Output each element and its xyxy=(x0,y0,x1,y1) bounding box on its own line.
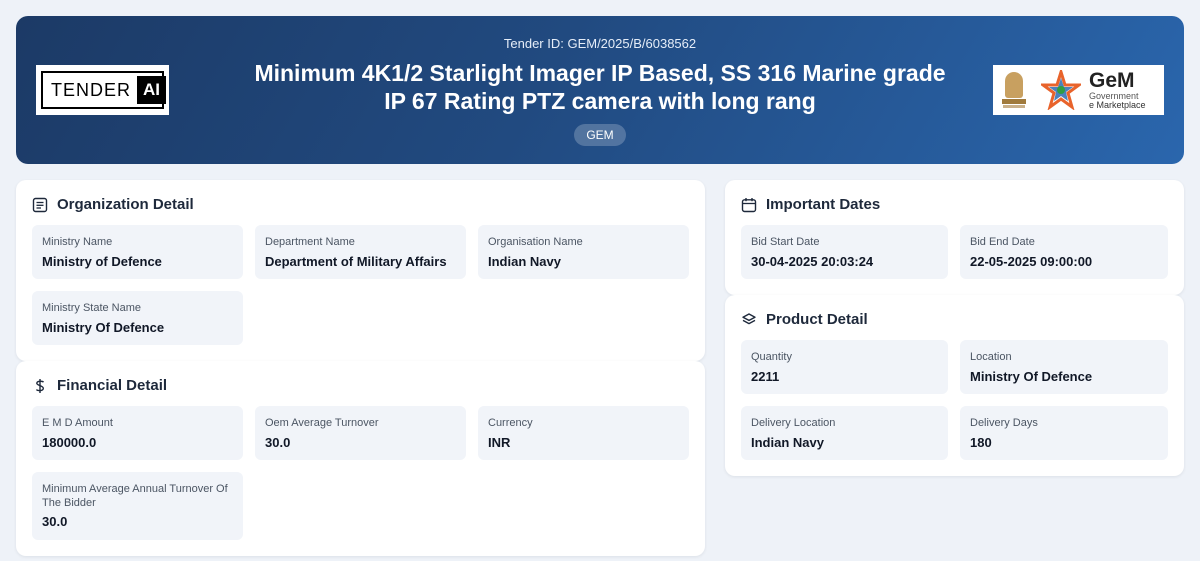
field-label: Ministry Name xyxy=(42,236,113,248)
field-value: 30.0 xyxy=(42,514,68,529)
field-label: Quantity xyxy=(751,351,792,363)
field-emd-amount: E M D Amount 180000.0 xyxy=(32,406,243,460)
important-dates-card: Important Dates Bid Start Date 30-04-202… xyxy=(725,180,1184,295)
gem-sub-2: e Marketplace xyxy=(1089,100,1146,110)
gem-name: GeM xyxy=(1089,69,1135,92)
field-currency: Currency INR xyxy=(478,406,689,460)
field-value: 30-04-2025 20:03:24 xyxy=(751,254,874,269)
field-bid-start-date: Bid Start Date 30-04-2025 20:03:24 xyxy=(741,225,948,279)
field-label: Organisation Name xyxy=(488,236,583,248)
header-center: Tender ID: GEM/2025/B/6038562 Minimum 4K… xyxy=(196,16,1004,146)
field-label: Delivery Location xyxy=(751,417,836,429)
field-ministry-name: Ministry Name Ministry of Defence xyxy=(32,225,243,279)
logo-word-tender: TENDER xyxy=(51,79,132,100)
field-label: Bid Start Date xyxy=(751,236,820,248)
financial-detail-heading: Financial Detail xyxy=(32,377,167,394)
field-delivery-days: Delivery Days 180 xyxy=(960,406,1168,460)
field-label: Ministry State Name xyxy=(42,302,142,314)
title-line-1: Minimum 4K1/2 Starlight Imager IP Based,… xyxy=(254,60,946,86)
field-value: Ministry of Defence xyxy=(42,254,162,269)
field-label: Minimum Average Annual Turnover Of The B… xyxy=(42,483,228,509)
important-dates-title: Important Dates xyxy=(766,196,881,213)
gem-star-icon xyxy=(1041,70,1081,110)
gem-wordmark: GeM Government e Marketplace xyxy=(1089,70,1146,110)
field-label: Currency xyxy=(488,417,533,429)
field-value: 30.0 xyxy=(265,435,291,450)
source-badge: GEM xyxy=(574,124,626,146)
field-minimum-average-annual-turnover: Minimum Average Annual Turnover Of The B… xyxy=(32,472,243,540)
product-detail-card: Product Detail Quantity 2211 Location Mi… xyxy=(725,295,1184,476)
field-value: INR xyxy=(488,435,511,450)
field-value: 180000.0 xyxy=(42,435,97,450)
field-label: Oem Average Turnover xyxy=(265,417,379,429)
gem-logo[interactable]: GeM Government e Marketplace xyxy=(993,65,1164,115)
field-label: Delivery Days xyxy=(970,417,1038,429)
field-value: Ministry Of Defence xyxy=(970,369,1093,384)
organization-detail-title: Organization Detail xyxy=(57,196,194,213)
field-quantity: Quantity 2211 xyxy=(741,340,948,394)
calendar-icon xyxy=(741,197,757,212)
product-detail-heading: Product Detail xyxy=(741,311,868,328)
dollar-icon xyxy=(35,378,45,393)
field-value: Department of Military Affairs xyxy=(265,254,447,269)
field-value: 180 xyxy=(970,435,992,450)
page-title: Minimum 4K1/2 Starlight Imager IP Based,… xyxy=(196,59,1004,115)
field-value: 2211 xyxy=(751,369,780,384)
field-value: 22-05-2025 09:00:00 xyxy=(970,254,1093,269)
organization-detail-heading: Organization Detail xyxy=(32,196,194,213)
gem-sub-1: Government xyxy=(1089,91,1139,101)
field-label: Department Name xyxy=(265,236,355,248)
field-value: Ministry Of Defence xyxy=(42,320,165,335)
field-organisation-name: Organisation Name Indian Navy xyxy=(478,225,689,279)
document-list-icon xyxy=(32,197,48,212)
important-dates-heading: Important Dates xyxy=(741,196,880,213)
field-label: Location xyxy=(970,351,1012,363)
tender-ai-logo[interactable]: TENDER AI xyxy=(36,65,169,115)
financial-detail-card: Financial Detail E M D Amount 180000.0 O… xyxy=(16,361,705,556)
field-delivery-location: Delivery Location Indian Navy xyxy=(741,406,948,460)
product-detail-title: Product Detail xyxy=(766,311,868,328)
national-emblem-icon xyxy=(999,70,1029,110)
tender-id: Tender ID: GEM/2025/B/6038562 xyxy=(503,36,697,51)
field-department-name: Department Name Department of Military A… xyxy=(255,225,466,279)
field-label: Bid End Date xyxy=(970,236,1035,248)
title-line-2: IP 67 Rating PTZ camera with long rang xyxy=(384,88,816,114)
layers-icon xyxy=(742,312,756,324)
field-location: Location Ministry Of Defence xyxy=(960,340,1168,394)
field-ministry-state-name: Ministry State Name Ministry Of Defence xyxy=(32,291,243,345)
field-value: Indian Navy xyxy=(751,435,824,450)
field-label: E M D Amount xyxy=(42,417,113,429)
tender-header: TENDER AI Tender ID: GEM/2025/B/6038562 … xyxy=(16,16,1184,164)
field-bid-end-date: Bid End Date 22-05-2025 09:00:00 xyxy=(960,225,1168,279)
field-oem-average-turnover: Oem Average Turnover 30.0 xyxy=(255,406,466,460)
financial-detail-title: Financial Detail xyxy=(57,377,168,394)
field-value: Indian Navy xyxy=(488,254,561,269)
logo-word-ai: AI xyxy=(137,76,167,104)
organization-detail-card: Organization Detail Ministry Name Minist… xyxy=(16,180,705,361)
